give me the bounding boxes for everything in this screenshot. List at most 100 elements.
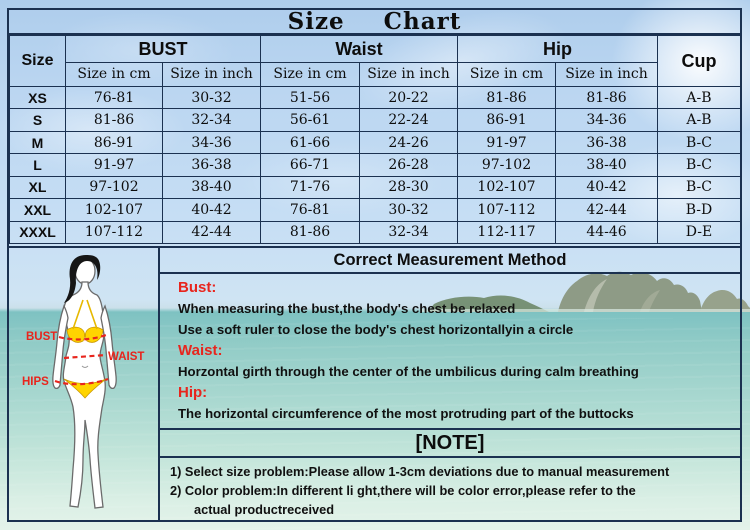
cell-cup: B-C bbox=[657, 130, 741, 155]
hip-label: Hip: bbox=[178, 384, 208, 401]
waist-dash-line bbox=[63, 353, 107, 360]
navel bbox=[81, 365, 89, 368]
cell-waist-inch: 26-28 bbox=[359, 153, 458, 177]
cell-cup: A-B bbox=[657, 108, 741, 132]
cell-hip-inch: 36-38 bbox=[555, 130, 658, 155]
bust-label: Bust: bbox=[178, 279, 217, 296]
cell-hip-cm: 107-112 bbox=[457, 198, 556, 222]
header-bust: BUST bbox=[65, 35, 261, 63]
cell-bust-cm: 86-91 bbox=[65, 130, 163, 155]
note-body: 1) Select size problem:Please allow 1-3c… bbox=[160, 458, 740, 519]
hair-graphic bbox=[64, 255, 101, 303]
header-waist: Waist bbox=[260, 35, 458, 63]
cell-hip-inch: 44-46 bbox=[555, 220, 658, 244]
cell-bust-inch: 34-36 bbox=[162, 130, 261, 155]
header-size: Size bbox=[9, 35, 66, 87]
cell-waist-cm: 51-56 bbox=[260, 85, 360, 110]
note-line: actual productreceived bbox=[194, 502, 335, 517]
table-row-l: L 91-97 36-38 66-71 26-28 97-102 38-40 B… bbox=[9, 153, 741, 177]
cell-hip-inch: 34-36 bbox=[555, 108, 658, 132]
body-measurement-figure: BUST WAIST HIPS bbox=[22, 255, 144, 509]
subheader-bust-cm: Size in cm bbox=[65, 61, 163, 87]
cell-size: XS bbox=[9, 85, 66, 110]
cell-bust-inch: 38-40 bbox=[162, 175, 261, 200]
cell-hip-cm: 81-86 bbox=[457, 85, 556, 110]
waist-instruction: Horzontal girth through the center of th… bbox=[178, 364, 639, 379]
cell-waist-inch: 32-34 bbox=[359, 220, 458, 244]
bust-instruction: Use a soft ruler to close the body's che… bbox=[178, 322, 574, 337]
note-line: 2) Color problem:In different li ght,the… bbox=[170, 483, 636, 498]
left-arm bbox=[52, 304, 69, 390]
bikini-top bbox=[84, 326, 104, 343]
cell-waist-cm: 71-76 bbox=[260, 175, 360, 200]
subheader-bust-inch: Size in inch bbox=[162, 61, 261, 87]
table-row-xxxl: XXXL 107-112 42-44 81-86 32-34 112-117 4… bbox=[9, 220, 741, 244]
cell-bust-cm: 76-81 bbox=[65, 85, 163, 110]
table-row-xl: XL 97-102 38-40 71-76 28-30 102-107 40-4… bbox=[9, 175, 741, 200]
figure-waist-label: WAIST bbox=[108, 351, 144, 363]
figure-hips-label: HIPS bbox=[22, 376, 49, 388]
hip-instruction: The horizontal circumference of the most… bbox=[178, 406, 634, 421]
measurement-panel: Correct Measurement Method Bust: When me… bbox=[160, 246, 742, 522]
cell-size: S bbox=[9, 108, 66, 132]
sea-texture bbox=[0, 318, 750, 530]
cell-waist-cm: 56-61 bbox=[260, 108, 360, 132]
cell-hip-inch: 81-86 bbox=[555, 85, 658, 110]
note-title: [NOTE] bbox=[160, 428, 740, 458]
cell-waist-cm: 81-86 bbox=[260, 220, 360, 244]
subheader-hip-cm: Size in cm bbox=[457, 61, 556, 87]
cell-waist-inch: 20-22 bbox=[359, 85, 458, 110]
hips-dash-line bbox=[54, 377, 109, 386]
chart-title: Size Chart bbox=[9, 10, 740, 35]
cell-waist-cm: 66-71 bbox=[260, 153, 360, 177]
subheader-waist-inch: Size in inch bbox=[359, 61, 458, 87]
cell-hip-inch: 42-44 bbox=[555, 198, 658, 222]
note-line: 1) Select size problem:Please allow 1-3c… bbox=[170, 464, 670, 479]
bust-dash-line bbox=[58, 333, 107, 341]
cell-size: XXL bbox=[9, 198, 66, 222]
islands-graphic bbox=[420, 271, 750, 312]
cell-hip-cm: 86-91 bbox=[457, 108, 556, 132]
figure-bust-label: BUST bbox=[26, 331, 57, 343]
size-chart-panel: Size Chart Size BUST Waist Hip Cup Size … bbox=[7, 8, 742, 248]
cell-hip-cm: 112-117 bbox=[457, 220, 556, 244]
measure-lines bbox=[54, 333, 109, 386]
cell-size: XXXL bbox=[9, 220, 66, 244]
table-row-xs: XS 76-81 30-32 51-56 20-22 81-86 81-86 A… bbox=[9, 85, 741, 110]
cell-waist-inch: 22-24 bbox=[359, 108, 458, 132]
cell-size: M bbox=[9, 130, 66, 155]
measurement-title: Correct Measurement Method bbox=[160, 248, 740, 274]
cell-bust-cm: 107-112 bbox=[65, 220, 163, 244]
measurement-body: Bust: When measuring the bust,the body's… bbox=[160, 274, 740, 428]
cell-bust-inch: 36-38 bbox=[162, 153, 261, 177]
cell-cup: A-B bbox=[657, 85, 741, 110]
bust-instruction: When measuring the bust,the body's chest… bbox=[178, 301, 516, 316]
cell-bust-inch: 32-34 bbox=[162, 108, 261, 132]
cell-bust-cm: 97-102 bbox=[65, 175, 163, 200]
cell-cup: B-D bbox=[657, 198, 741, 222]
size-table: Size BUST Waist Hip Cup Size in cm Size … bbox=[9, 35, 741, 244]
table-row-xxl: XXL 102-107 40-42 76-81 30-32 107-112 42… bbox=[9, 198, 741, 222]
bikini-strings bbox=[72, 299, 98, 330]
cell-hip-cm: 97-102 bbox=[457, 153, 556, 177]
cell-bust-inch: 30-32 bbox=[162, 85, 261, 110]
cell-bust-cm: 81-86 bbox=[65, 108, 163, 132]
cell-bust-inch: 40-42 bbox=[162, 198, 261, 222]
cell-cup: D-E bbox=[657, 220, 741, 244]
measure-labels: BUST WAIST HIPS bbox=[22, 331, 144, 388]
cell-size: XL bbox=[9, 175, 66, 200]
cell-bust-cm: 91-97 bbox=[65, 153, 163, 177]
cell-waist-cm: 61-66 bbox=[260, 130, 360, 155]
cell-cup: B-C bbox=[657, 153, 741, 177]
subheader-hip-inch: Size in inch bbox=[555, 61, 658, 87]
header-cup: Cup bbox=[657, 35, 741, 87]
header-hip: Hip bbox=[457, 35, 658, 63]
cell-bust-cm: 102-107 bbox=[65, 198, 163, 222]
cell-waist-inch: 24-26 bbox=[359, 130, 458, 155]
cell-size: L bbox=[9, 153, 66, 177]
table-row-m: M 86-91 34-36 61-66 24-26 91-97 36-38 B-… bbox=[9, 130, 741, 155]
figure-panel: BUST WAIST HIPS bbox=[7, 246, 160, 522]
waist-label: Waist: bbox=[178, 342, 223, 359]
cell-waist-inch: 28-30 bbox=[359, 175, 458, 200]
right-arm bbox=[100, 304, 117, 390]
